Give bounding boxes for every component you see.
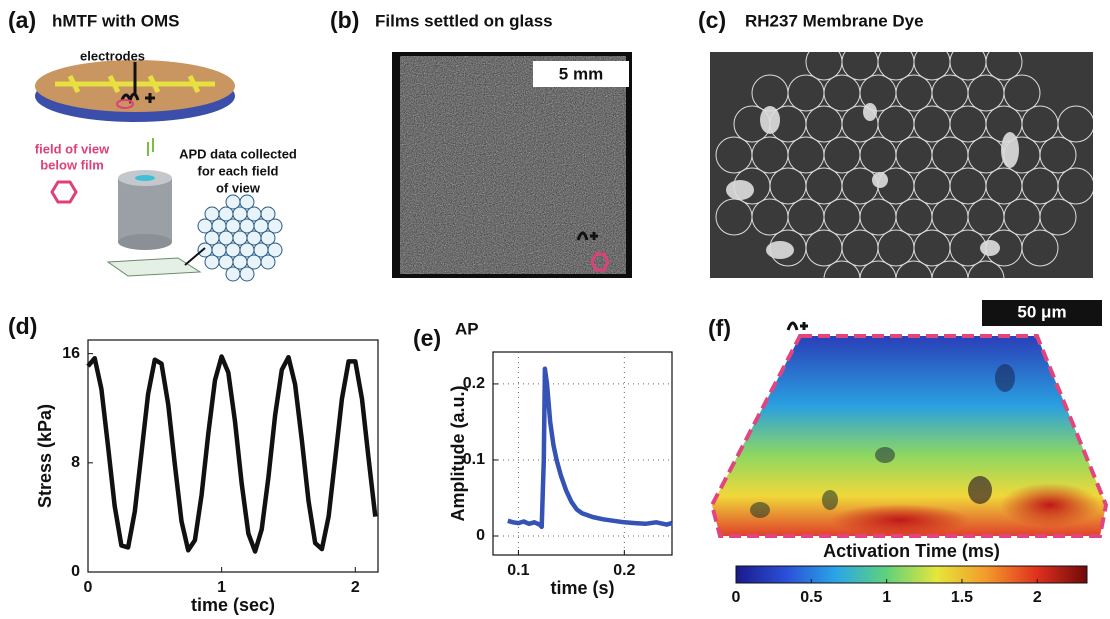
objective xyxy=(118,234,172,250)
x-tick-label: 0.2 xyxy=(613,562,635,579)
annotation: for each field xyxy=(198,163,279,178)
chart-title: AP xyxy=(455,319,479,338)
electrode-symbol xyxy=(788,322,808,330)
annotation: APD data collected xyxy=(179,146,297,161)
photo xyxy=(710,52,1093,278)
panel-label: (d) xyxy=(8,313,37,339)
panel-label: (b) xyxy=(330,7,359,33)
annotation: electrodes xyxy=(80,48,145,63)
y-tick-label: 0 xyxy=(71,563,80,580)
panel-title: hMTF with OMS xyxy=(52,11,179,30)
objective xyxy=(135,175,155,181)
colorbar-tick-label: 0 xyxy=(732,589,741,606)
scale-bar: 50 μm xyxy=(1017,302,1066,321)
panel-label: (e) xyxy=(413,325,441,351)
panel-label: (a) xyxy=(8,7,36,33)
x-axis-label: time (s) xyxy=(550,578,614,598)
panel-label: (c) xyxy=(698,7,726,33)
colorbar-tick-label: 1.5 xyxy=(951,589,973,606)
x-tick-label: 2 xyxy=(351,579,360,596)
x-tick-label: 1 xyxy=(217,579,226,596)
figure: (a) hMTF with OMS electrodes field of vi… xyxy=(0,0,1110,619)
panel-title: RH237 Membrane Dye xyxy=(745,11,924,30)
y-tick-label: 8 xyxy=(71,454,80,471)
apd-channel xyxy=(261,255,275,269)
objective xyxy=(118,178,172,242)
x-axis-label: time (sec) xyxy=(191,595,275,615)
light-arrows xyxy=(148,138,153,156)
x-tick-label: 0 xyxy=(84,579,93,596)
hexagon-icon xyxy=(52,182,76,202)
x-tick-label: 0.1 xyxy=(507,562,529,579)
y-tick-label: 0 xyxy=(476,527,485,544)
colorbar-title: Activation Time (ms) xyxy=(823,541,1000,561)
apd-channel xyxy=(205,255,219,269)
annotation: below film xyxy=(40,157,104,172)
colorbar-tick-label: 2 xyxy=(1033,589,1042,606)
y-axis-label: Amplitude (a.u.) xyxy=(448,386,468,522)
annotation: of view xyxy=(216,180,261,195)
colorbar-tick-label: 1 xyxy=(882,589,891,606)
apd-channel xyxy=(240,267,254,281)
apd-channel xyxy=(226,267,240,281)
y-axis-label: Stress (kPa) xyxy=(35,404,55,508)
hex-mesh xyxy=(108,258,200,276)
scale-bar: 5 mm xyxy=(559,64,603,83)
colorbar xyxy=(736,566,1087,583)
panel-label: (f) xyxy=(708,315,731,341)
y-tick-label: 16 xyxy=(62,345,80,362)
panel-title: Films settled on glass xyxy=(375,11,553,30)
colorbar-tick-label: 0.5 xyxy=(800,589,822,606)
annotation: field of view xyxy=(35,141,110,156)
apd-cluster xyxy=(198,195,282,281)
